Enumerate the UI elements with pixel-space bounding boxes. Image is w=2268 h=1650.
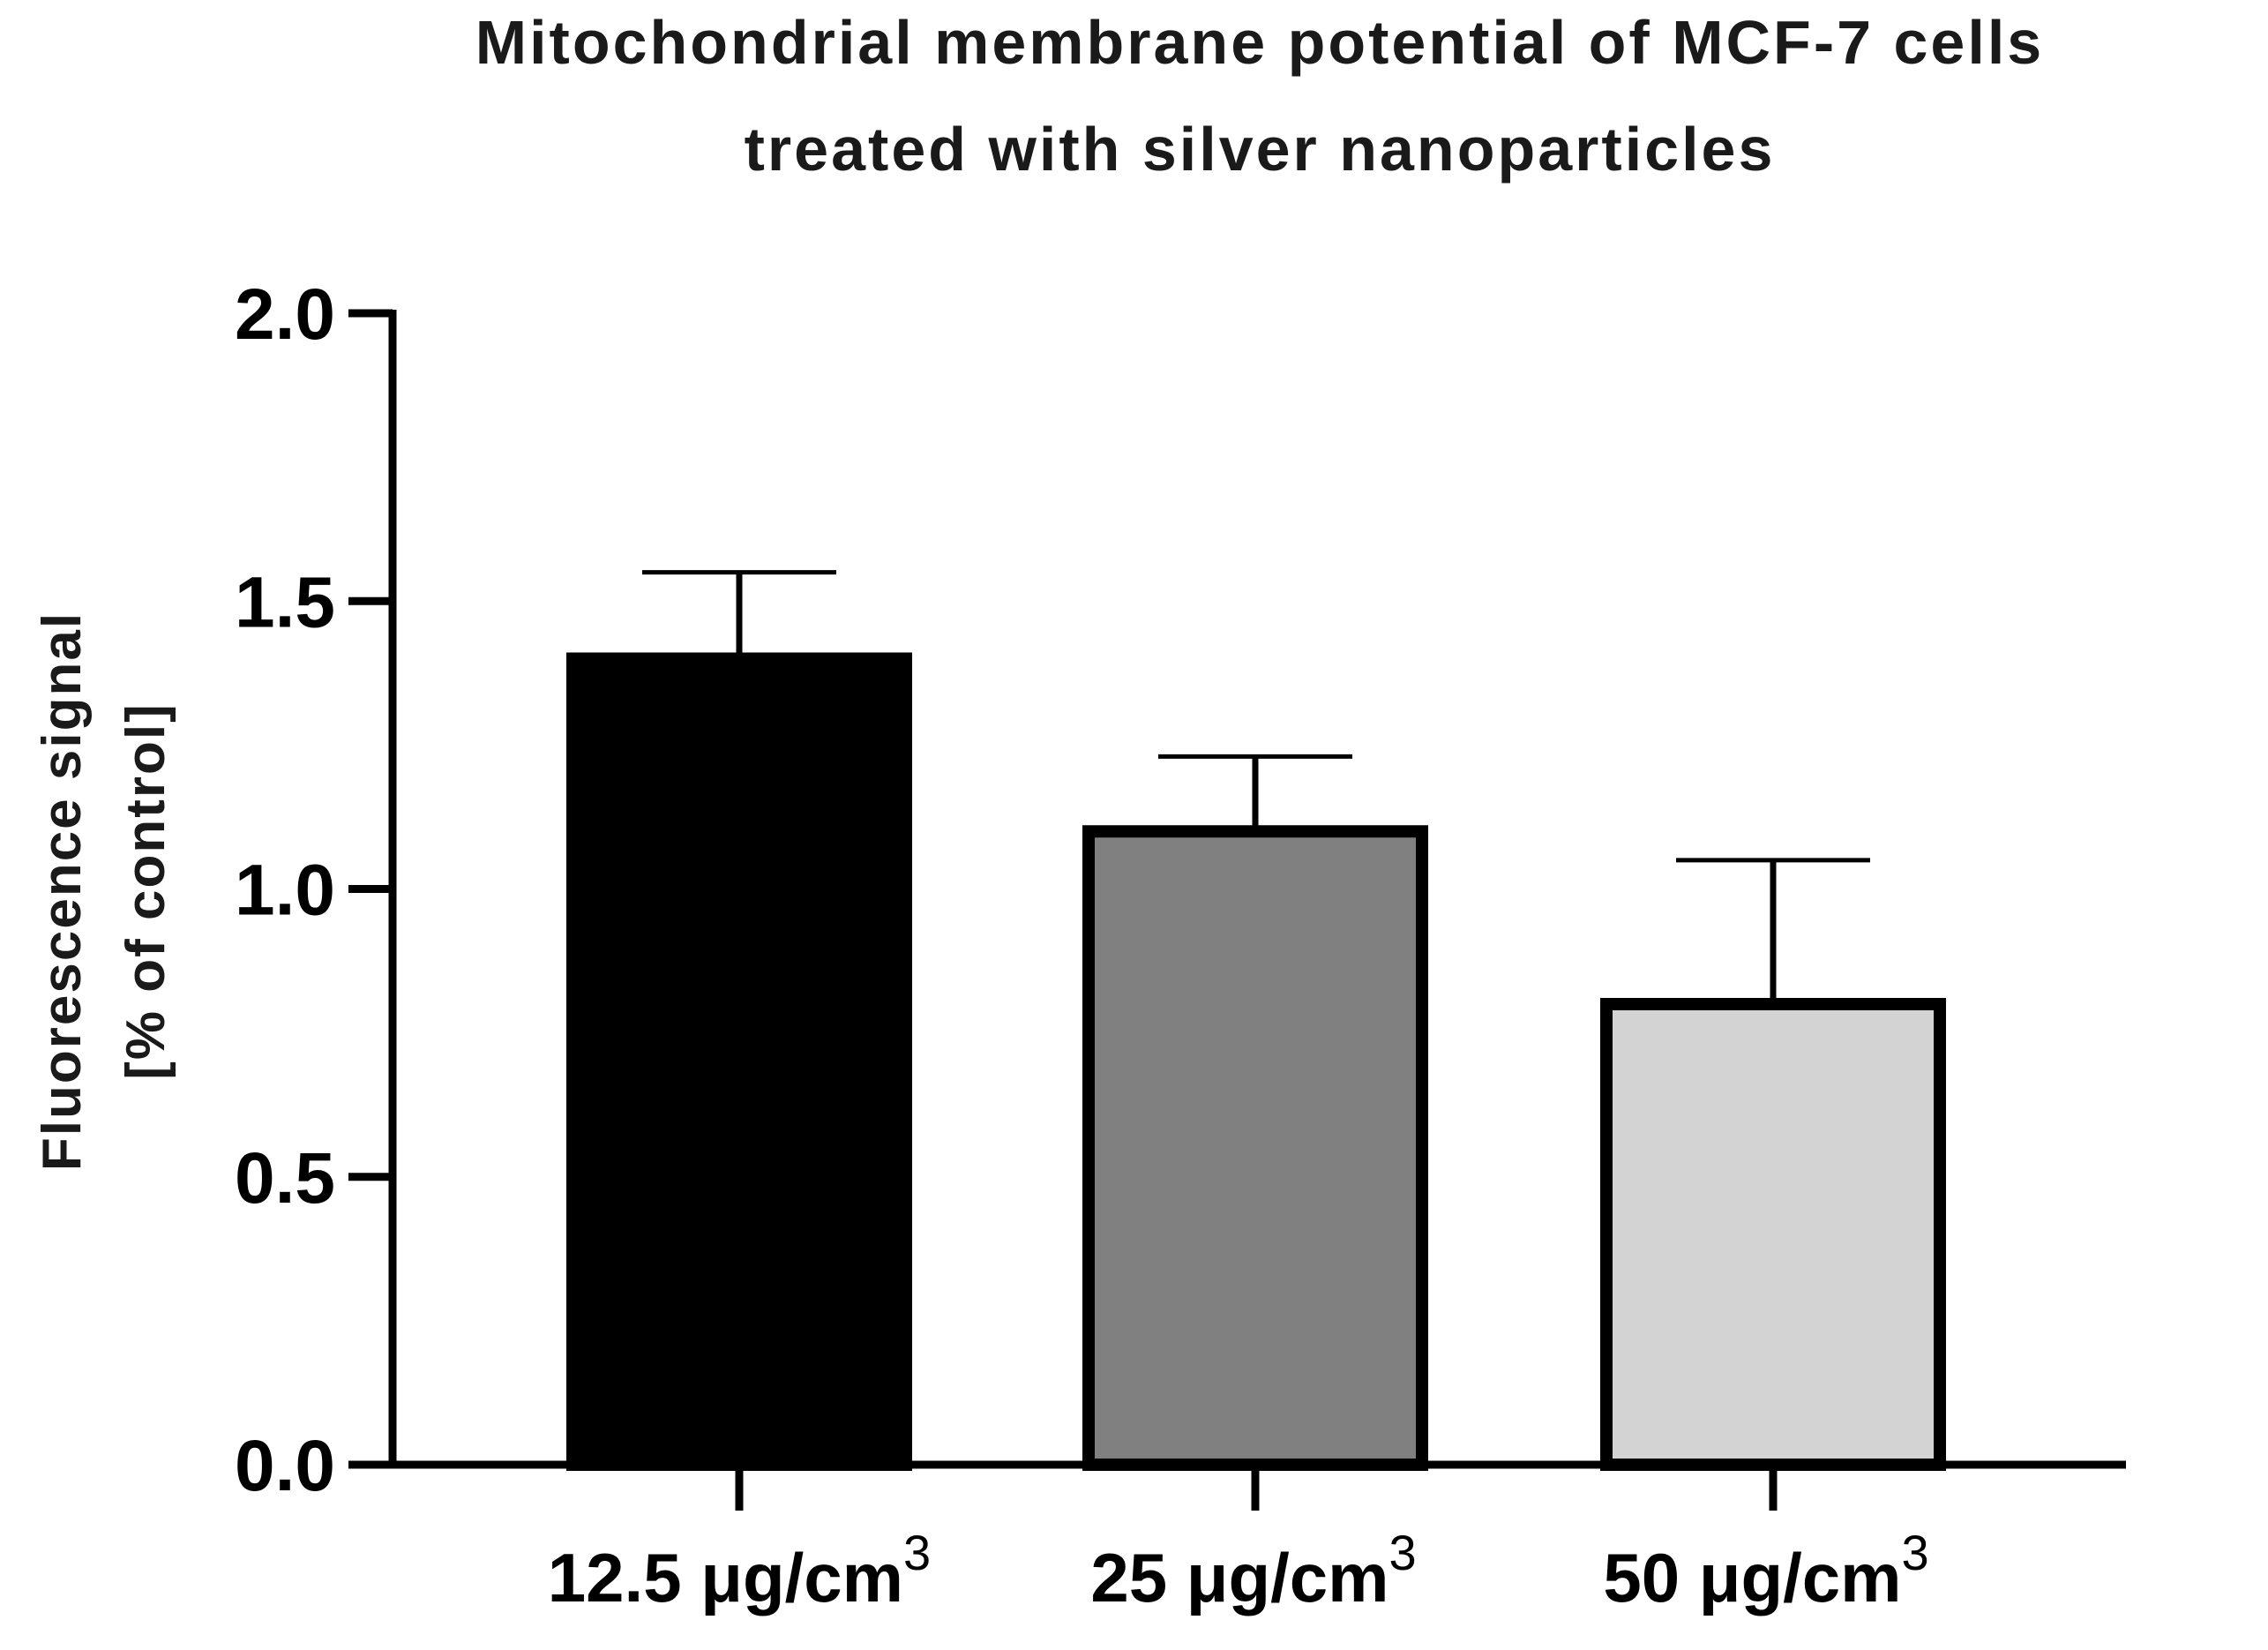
x-tick-label: 25 μg/cm3 <box>1090 1525 1416 1616</box>
y-tick-label: 2.0 <box>235 274 335 355</box>
bar-group <box>1082 754 1428 1471</box>
y-tick-label: 0.5 <box>235 1138 335 1219</box>
y-tick-label: 0.0 <box>235 1426 335 1506</box>
bar-group <box>1600 858 1946 1471</box>
x-tick-label-superscript: 3 <box>1389 1525 1417 1580</box>
chart-title-line-2: treated with silver nanoparticles <box>745 115 1776 184</box>
x-ticks: 12.5 μg/cm3 25 μg/cm3 50 μg/cm3 <box>548 1465 1929 1616</box>
y-axis-label-line-2: [% of control] <box>116 702 176 1080</box>
y-ticks: 0.0 0.5 1.0 1.5 2.0 <box>235 274 393 1506</box>
x-tick-label: 12.5 μg/cm3 <box>548 1525 931 1616</box>
chart-title-line-1: Mitochondrial membrane potential of MCF-… <box>475 8 2044 77</box>
y-tick-label: 1.5 <box>235 562 335 642</box>
chart-title: Mitochondrial membrane potential of MCF-… <box>475 8 2044 184</box>
bar-group <box>566 570 912 1471</box>
y-axis-label-line-1: Fluorescence signal <box>32 611 93 1171</box>
bar <box>1082 825 1428 1471</box>
bars-layer <box>566 570 1946 1471</box>
bar <box>566 652 912 1471</box>
x-tick-label-superscript: 3 <box>1902 1525 1929 1580</box>
bar <box>1600 998 1946 1471</box>
y-axis-label: Fluorescence signal [% of control] <box>32 611 176 1171</box>
x-tick-label: 50 μg/cm3 <box>1603 1525 1928 1616</box>
y-tick-label: 1.0 <box>235 851 335 931</box>
x-tick-label-superscript: 3 <box>903 1525 931 1580</box>
